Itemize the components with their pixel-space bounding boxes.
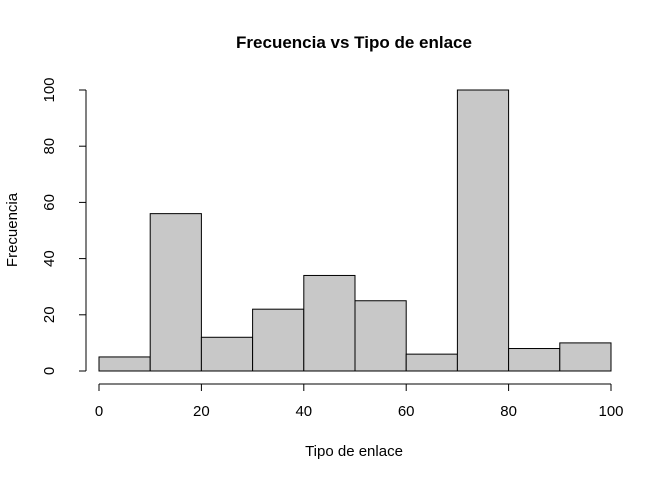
- histogram-bar-5: [354, 300, 407, 372]
- histogram-bar-2: [200, 336, 254, 372]
- y-axis-label: Frecuencia: [4, 192, 21, 267]
- x-tick-label: 80: [500, 403, 517, 420]
- x-tick-label: 40: [295, 403, 312, 420]
- histogram-bar-7: [456, 89, 510, 372]
- y-tick-label: 60: [41, 194, 58, 211]
- x-axis-label: Tipo de enlace: [305, 443, 403, 460]
- histogram-bar-4: [303, 274, 356, 372]
- x-tick-label: 60: [398, 403, 415, 420]
- y-tick-label: 100: [41, 77, 58, 102]
- histogram-bar-1: [149, 213, 202, 372]
- histogram-bar-3: [252, 308, 305, 372]
- y-tick-label: 20: [41, 306, 58, 323]
- x-tick-label: 20: [193, 403, 210, 420]
- histogram-bar-6: [405, 353, 458, 372]
- histogram-bar-9: [559, 342, 612, 372]
- x-axis: 0 20 40 60 80 100: [95, 383, 624, 420]
- y-tick-label: 0: [41, 367, 58, 375]
- bars-group: [98, 89, 612, 372]
- y-tick-label: 40: [41, 250, 58, 267]
- y-tick-label: 80: [41, 138, 58, 155]
- histogram-bar-0: [98, 356, 151, 372]
- x-tick-label: 0: [95, 403, 103, 420]
- x-tick-label: 100: [598, 403, 623, 420]
- y-axis: 0 20 40 60 80 100: [41, 77, 87, 375]
- histogram-bar-8: [508, 348, 561, 372]
- chart-title: Frecuencia vs Tipo de enlace: [236, 33, 472, 52]
